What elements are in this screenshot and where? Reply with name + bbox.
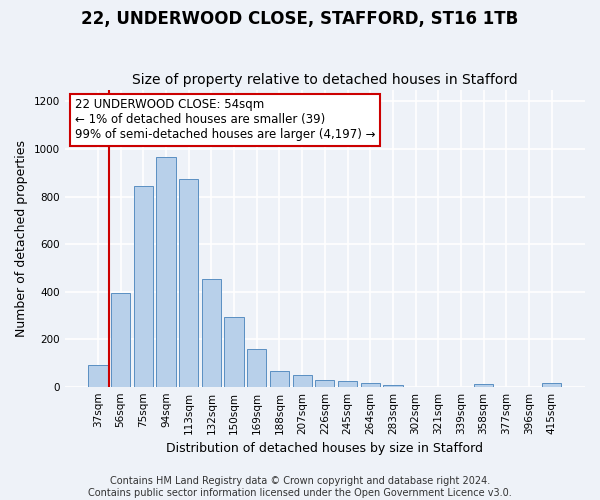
Bar [361,383,380,386]
X-axis label: Distribution of detached houses by size in Stafford: Distribution of detached houses by size … [166,442,484,455]
Bar [179,178,199,386]
Bar [88,366,107,386]
Bar [338,380,357,386]
Bar [224,316,244,386]
Text: 22, UNDERWOOD CLOSE, STAFFORD, ST16 1TB: 22, UNDERWOOD CLOSE, STAFFORD, ST16 1TB [82,10,518,28]
Bar [157,158,176,386]
Bar [315,380,334,386]
Bar [270,371,289,386]
Text: Contains HM Land Registry data © Crown copyright and database right 2024.
Contai: Contains HM Land Registry data © Crown c… [88,476,512,498]
Y-axis label: Number of detached properties: Number of detached properties [15,140,28,336]
Text: 22 UNDERWOOD CLOSE: 54sqm
← 1% of detached houses are smaller (39)
99% of semi-d: 22 UNDERWOOD CLOSE: 54sqm ← 1% of detach… [75,98,376,142]
Bar [542,383,562,386]
Title: Size of property relative to detached houses in Stafford: Size of property relative to detached ho… [132,73,518,87]
Bar [134,186,153,386]
Bar [202,278,221,386]
Bar [474,384,493,386]
Bar [293,375,312,386]
Bar [111,293,130,386]
Bar [247,348,266,387]
